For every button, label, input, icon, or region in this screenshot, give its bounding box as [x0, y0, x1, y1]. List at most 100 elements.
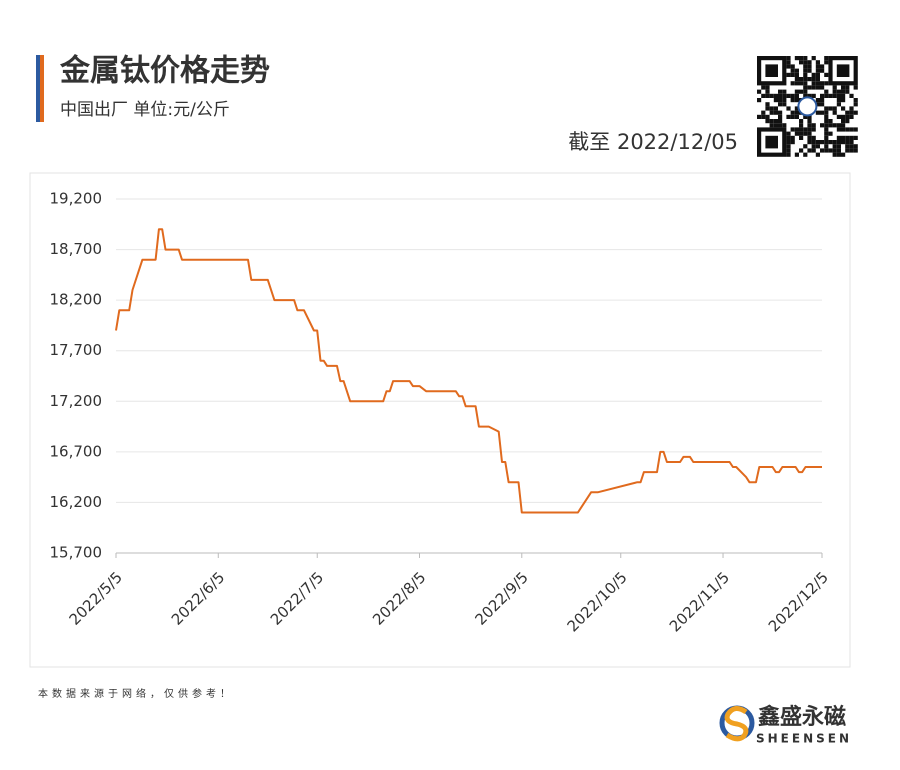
qr-cell	[794, 152, 799, 157]
qr-cell	[815, 102, 820, 107]
qr-cell	[811, 85, 816, 90]
qr-cell	[811, 72, 816, 77]
qr-cell	[794, 56, 799, 61]
qr-finder-core	[836, 64, 850, 77]
qr-cell	[765, 119, 770, 124]
qr-cell	[782, 123, 787, 128]
qr-cell	[782, 98, 787, 103]
qr-cell	[790, 140, 795, 145]
y-tick-label: 17,200	[50, 392, 103, 410]
logo-s	[724, 706, 749, 742]
qr-cell	[803, 85, 808, 90]
qr-cell	[769, 110, 774, 115]
qr-cell	[765, 89, 770, 94]
qr-cell	[836, 140, 841, 145]
qr-cell	[761, 93, 766, 98]
qr-cell	[769, 123, 774, 128]
qr-cell	[841, 85, 846, 90]
qr-cell	[799, 81, 804, 86]
qr-cell	[832, 106, 837, 111]
qr-cell	[836, 114, 841, 119]
qr-cell	[849, 110, 854, 115]
qr-cell	[815, 77, 820, 82]
qr-cell	[828, 148, 833, 153]
qr-cell	[824, 89, 829, 94]
qr-cell	[849, 135, 854, 140]
qr-cell	[828, 106, 833, 111]
qr-cell	[811, 93, 816, 98]
qr-cell	[765, 85, 770, 90]
qr-cell	[836, 123, 841, 128]
qr-cell	[815, 110, 820, 115]
qr-cell	[811, 127, 816, 132]
qr-cell	[832, 148, 837, 153]
qr-cell	[803, 68, 808, 73]
qr-cell	[803, 60, 808, 65]
qr-cell	[845, 140, 850, 145]
qr-cell	[807, 148, 812, 153]
qr-cell	[807, 64, 812, 69]
qr-cell	[794, 127, 799, 132]
qr-cell	[773, 106, 778, 111]
qr-cell	[790, 98, 795, 103]
qr-finder	[756, 127, 787, 157]
qr-cell	[820, 140, 825, 145]
qr-cell	[849, 148, 854, 153]
qr-cell	[845, 119, 850, 124]
qr-cell	[836, 135, 841, 140]
qr-cell	[841, 106, 846, 111]
qr-finder	[756, 55, 787, 86]
qr-cell	[794, 93, 799, 98]
qr-cell	[786, 106, 791, 111]
qr-cell	[828, 123, 833, 128]
qr-cell	[786, 60, 791, 65]
qr-cell	[778, 114, 783, 119]
qr-cell	[836, 152, 841, 157]
qr-cell	[832, 89, 837, 94]
qr-cell	[811, 144, 816, 149]
qr-cell	[845, 89, 850, 94]
qr-cell	[790, 135, 795, 140]
qr-cell	[849, 106, 854, 111]
qr-cell	[769, 93, 774, 98]
qr-cell	[824, 81, 829, 86]
qr-cell	[853, 102, 858, 107]
qr-cell	[782, 93, 787, 98]
qr-cell	[803, 81, 808, 86]
qr-cell	[815, 68, 820, 73]
qr-cell	[853, 85, 858, 90]
qr-cell	[820, 148, 825, 153]
qr-cell	[799, 123, 804, 128]
qr-cell	[815, 81, 820, 86]
qr-cell	[820, 93, 825, 98]
qr-cell	[845, 135, 850, 140]
qr-cell	[811, 135, 816, 140]
qr-cell	[811, 81, 816, 86]
qr-cell	[790, 114, 795, 119]
qr-cell	[786, 135, 791, 140]
qr-cell	[832, 152, 837, 157]
qr-cell	[790, 64, 795, 69]
qr-cell	[799, 56, 804, 61]
qr-cell	[811, 56, 816, 61]
y-tick-label: 18,200	[50, 291, 103, 309]
qr-cell	[832, 123, 837, 128]
qr-cell	[807, 119, 812, 124]
qr-cell	[807, 60, 812, 65]
qr-cell	[824, 72, 829, 77]
qr-cell	[790, 127, 795, 132]
qr-cell	[836, 93, 841, 98]
qr-cell	[811, 123, 816, 128]
qr-cell	[786, 131, 791, 136]
qr-cell	[815, 85, 820, 90]
qr-cell	[815, 72, 820, 77]
qr-cell	[778, 89, 783, 94]
qr-cell	[832, 85, 837, 90]
qr-cell	[807, 93, 812, 98]
qr-cell	[815, 140, 820, 145]
qr-cell	[786, 140, 791, 145]
chart-frame	[29, 172, 851, 668]
qr-cell	[845, 85, 850, 90]
qr-finder-core	[765, 135, 778, 149]
qr-cell	[853, 148, 858, 153]
